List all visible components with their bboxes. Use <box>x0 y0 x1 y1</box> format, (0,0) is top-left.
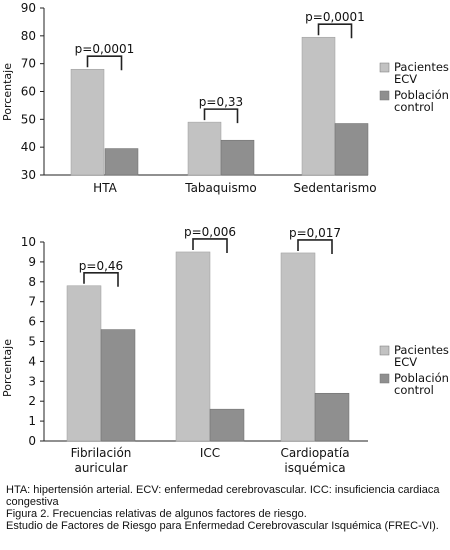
significance-bracket <box>83 271 119 287</box>
significance-bracket <box>86 55 123 71</box>
legend-label: ECV <box>394 72 417 86</box>
y-tick-label: 70 <box>21 57 36 71</box>
p-value-label: p=0,006 <box>184 225 236 239</box>
x-category-label: Fibrilación <box>71 446 132 460</box>
y-tick-label: 90 <box>21 1 36 15</box>
bar-pacientes-ecv <box>70 68 105 176</box>
y-tick-label: 7 <box>28 295 36 309</box>
y-tick-label: 60 <box>21 85 36 99</box>
bar-poblacion-control <box>314 392 350 442</box>
bar-poblacion-control <box>334 123 369 176</box>
bar-pacientes-ecv <box>175 251 211 442</box>
bar-poblacion-control <box>220 139 255 176</box>
bar-pacientes-ecv <box>280 252 316 442</box>
x-category-label: auricular <box>74 461 127 475</box>
x-category-label: HTA <box>93 181 117 195</box>
p-value-label: p=0,017 <box>289 226 341 240</box>
y-tick-label: 80 <box>21 29 36 43</box>
x-category-label: Tabaquismo <box>184 181 257 195</box>
y-tick-label: 30 <box>21 168 36 182</box>
figure-caption: HTA: hipertensión arterial. ECV: enferme… <box>6 484 446 532</box>
caption-study-name: Estudio de Factores de Riesgo para Enfer… <box>6 520 439 532</box>
y-tick-label: 4 <box>28 354 36 368</box>
y-tick-label: 2 <box>28 394 36 408</box>
y-tick-label: 1 <box>28 414 36 428</box>
y-tick-label: 0 <box>28 434 36 448</box>
y-tick-label: 40 <box>21 140 36 154</box>
y-tick-label: 8 <box>28 275 36 289</box>
p-value-label: p=0,0001 <box>305 10 365 24</box>
legend-swatch <box>379 345 390 356</box>
significance-bracket <box>203 108 239 124</box>
charts-figure: 30405060708090Porcentajep=0,0001HTAp=0,3… <box>1 1 449 475</box>
y-tick-label: 10 <box>21 235 36 249</box>
y-tick-label: 6 <box>28 315 36 329</box>
y-axis-label: Porcentaje <box>1 339 14 397</box>
legend-label: Población <box>394 371 449 385</box>
bar-poblacion-control <box>104 148 139 176</box>
legend-swatch <box>379 90 390 101</box>
bar-pacientes-ecv <box>301 36 336 176</box>
legend-swatch <box>379 373 390 384</box>
x-category-label: ICC <box>200 446 220 460</box>
p-value-label: p=0,0001 <box>75 42 135 56</box>
bar-poblacion-control <box>209 408 245 442</box>
legend-label: Pacientes <box>394 343 449 357</box>
legend-label: Pacientes <box>394 60 449 74</box>
y-tick-label: 3 <box>28 374 36 388</box>
significance-bracket <box>317 23 353 39</box>
caption-figure-title: Figura 2. Frecuencias relativas de algun… <box>6 508 307 520</box>
x-category-label: isquémica <box>284 461 345 475</box>
bar-pacientes-ecv <box>66 285 102 442</box>
legend-label: control <box>394 100 434 114</box>
y-tick-label: 50 <box>21 112 36 126</box>
x-category-label: Sedentarismo <box>293 181 376 195</box>
p-value-label: p=0,46 <box>79 259 123 273</box>
legend-swatch <box>379 62 390 73</box>
x-category-label: Cardiopatía <box>280 446 349 460</box>
caption-abbreviations: HTA: hipertensión arterial. ECV: enferme… <box>6 484 440 508</box>
significance-bracket <box>297 239 333 254</box>
bar-pacientes-ecv <box>187 121 222 176</box>
y-axis-label: Porcentaje <box>1 63 14 121</box>
legend-label: Población <box>394 88 449 102</box>
legend-label: control <box>394 383 434 397</box>
bar-poblacion-control <box>100 329 136 442</box>
significance-bracket <box>192 238 228 253</box>
p-value-label: p=0,33 <box>199 95 243 109</box>
y-tick-label: 5 <box>28 335 36 349</box>
y-tick-label: 9 <box>28 255 36 269</box>
legend-label: ECV <box>394 355 417 369</box>
